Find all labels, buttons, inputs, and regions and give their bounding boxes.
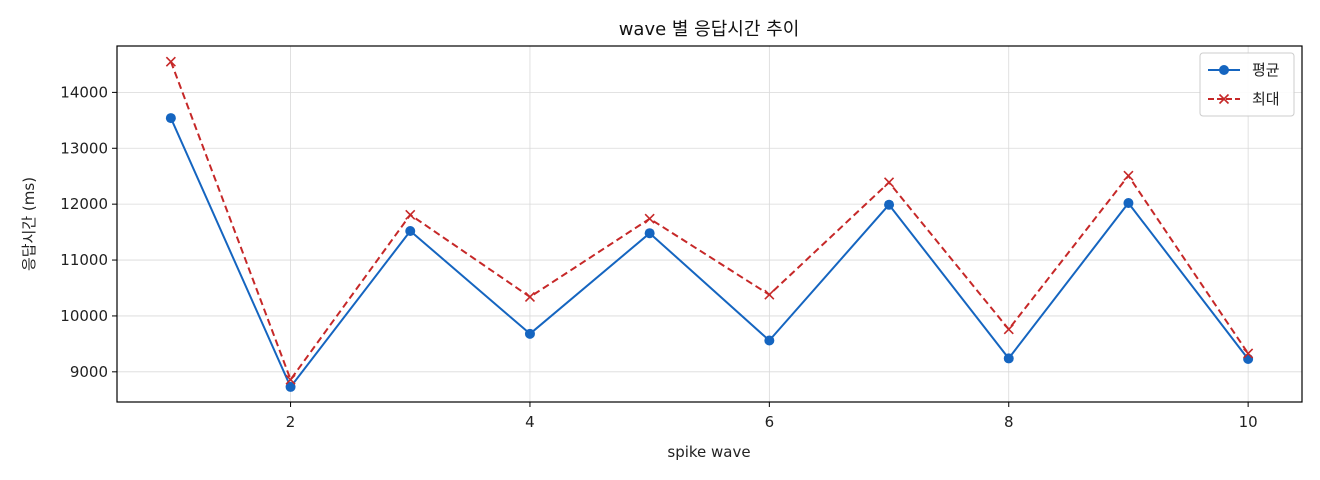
y-tick-label: 11000: [60, 251, 108, 269]
point-marker: [1123, 198, 1134, 209]
grid: [117, 46, 1302, 402]
x-marker: [405, 209, 416, 220]
y-tick-label: 13000: [60, 139, 108, 157]
legend-box: [1199, 52, 1295, 117]
point-marker: [165, 113, 176, 124]
x-tick-label: 6: [765, 413, 775, 431]
x-marker: [165, 56, 176, 67]
point-marker: [884, 199, 895, 210]
x-marker: [1243, 348, 1254, 359]
x-axis-label: spike wave: [667, 443, 750, 461]
plot-frame: [116, 45, 1303, 403]
y-tick-label: 12000: [60, 195, 108, 213]
x-tick-label: 8: [1004, 413, 1014, 431]
x-tick-label: 2: [286, 413, 296, 431]
x-tick-label: 4: [525, 413, 535, 431]
point-marker: [1003, 353, 1014, 364]
legend-entry: 평균: [1208, 61, 1280, 79]
series-line: [169, 117, 1249, 388]
x-marker: [883, 177, 895, 188]
chart-title: wave 별 응답시간 추이: [619, 19, 800, 40]
point-marker: [1243, 353, 1254, 364]
series-layer: [165, 56, 1254, 392]
ticks: 2 4 6 8 10 9000 10000 11000 12000 13000 14000: [60, 83, 1257, 431]
series-1: [165, 113, 1254, 392]
legend-label: 평균: [1252, 61, 1280, 79]
x-marker: [644, 213, 655, 224]
legend-marker: [1219, 65, 1229, 75]
point-marker: [405, 225, 416, 236]
legend-marker: [1218, 93, 1230, 105]
x-marker: [1003, 324, 1014, 335]
x-marker: [764, 289, 775, 300]
y-tick-label: 14000: [60, 83, 108, 101]
x-marker: [1123, 170, 1134, 181]
point-marker: [764, 335, 775, 346]
legend-label: 최대: [1252, 90, 1280, 108]
point-marker: [644, 228, 655, 239]
x-marker: [524, 291, 536, 302]
x-marker: [285, 374, 296, 385]
y-tick-label: 9000: [70, 363, 108, 381]
series-line: [169, 61, 1249, 381]
series-2: [165, 56, 1254, 385]
legend-entry: 최대: [1208, 90, 1280, 108]
y-axis-label: 응답시간 (ms): [20, 177, 38, 271]
point-marker: [285, 381, 296, 392]
point-marker: [524, 328, 535, 339]
y-tick-label: 10000: [60, 307, 108, 325]
x-tick-label: 10: [1239, 413, 1258, 431]
